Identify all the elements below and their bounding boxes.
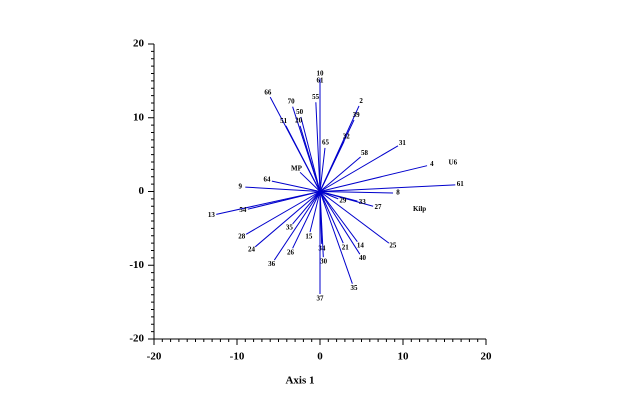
vector-label: 34 bbox=[318, 244, 326, 252]
vector bbox=[319, 191, 358, 242]
vector-label: 70 bbox=[288, 98, 296, 106]
vector-label: 14 bbox=[357, 241, 365, 249]
vector-label: 50 bbox=[296, 108, 304, 116]
vector bbox=[319, 184, 456, 192]
y-tick-label: -10 bbox=[129, 259, 144, 271]
vector-label: 61 bbox=[457, 180, 465, 188]
vector bbox=[319, 147, 326, 192]
vector-label: 2 bbox=[359, 97, 363, 105]
vector-label: 10 bbox=[317, 69, 325, 77]
x-tick-label: 10 bbox=[398, 351, 410, 363]
vector-label: 40 bbox=[359, 254, 367, 262]
vector bbox=[245, 186, 321, 192]
vector bbox=[247, 191, 321, 210]
vector-label: 8 bbox=[396, 189, 400, 197]
vector bbox=[319, 191, 361, 255]
vector bbox=[319, 191, 339, 200]
vector bbox=[299, 125, 321, 192]
vector-label: 24 bbox=[248, 246, 256, 254]
vector bbox=[319, 191, 390, 244]
vector bbox=[319, 191, 353, 284]
vector-label: 64 bbox=[263, 176, 271, 184]
vector-label: MP bbox=[291, 164, 303, 172]
vector-label: 35 bbox=[351, 284, 359, 292]
vector-label: 28 bbox=[238, 232, 246, 240]
y-tick-label: 20 bbox=[133, 38, 145, 50]
vector-label: 54 bbox=[239, 206, 247, 214]
vector-label: 35 bbox=[286, 223, 294, 231]
vector-label: 20 bbox=[295, 117, 303, 125]
y-tick-label: -20 bbox=[129, 333, 144, 345]
annotation: U6 bbox=[449, 158, 458, 166]
vector bbox=[245, 191, 321, 235]
vector-label: 31 bbox=[399, 139, 407, 147]
vector-label: 55 bbox=[312, 93, 320, 101]
vector bbox=[319, 156, 361, 192]
y-tick-label: 0 bbox=[139, 185, 145, 197]
vector bbox=[285, 125, 321, 192]
x-tick-label: 0 bbox=[317, 351, 323, 363]
vector-label: 9 bbox=[239, 182, 243, 190]
vector bbox=[319, 165, 428, 192]
vector-label: 30 bbox=[320, 258, 328, 266]
vector bbox=[319, 191, 394, 194]
vector bbox=[309, 191, 321, 233]
vector-label: 58 bbox=[361, 149, 369, 157]
vector-label: 37 bbox=[317, 295, 325, 303]
vector-label: 39 bbox=[353, 111, 361, 119]
y-tick-label: 10 bbox=[133, 111, 145, 123]
vector-label: 66 bbox=[264, 88, 272, 96]
vector bbox=[319, 145, 399, 192]
vector bbox=[299, 171, 321, 192]
x-tick-label: -10 bbox=[230, 351, 245, 363]
vector-label: 13 bbox=[208, 211, 216, 219]
vector-label: 26 bbox=[287, 248, 295, 256]
vector bbox=[300, 116, 321, 192]
vector bbox=[254, 191, 321, 248]
vector bbox=[271, 180, 321, 192]
vector-label: 51 bbox=[280, 117, 288, 125]
vector-label: 21 bbox=[342, 243, 350, 251]
vector bbox=[319, 191, 344, 244]
vector-label: 25 bbox=[389, 242, 397, 250]
vector-label: 4 bbox=[430, 160, 434, 168]
x-tick-label: 20 bbox=[481, 351, 493, 363]
vector bbox=[319, 191, 358, 202]
annotation: Kilp bbox=[413, 205, 426, 213]
vector-label: 29 bbox=[339, 196, 347, 204]
vector-label: 65 bbox=[322, 139, 330, 147]
vector-label: 27 bbox=[374, 203, 382, 211]
vector bbox=[315, 102, 321, 192]
vector bbox=[319, 191, 324, 258]
vector bbox=[319, 141, 345, 192]
x-tick-label: -20 bbox=[147, 351, 162, 363]
vector-label: 61 bbox=[317, 77, 325, 85]
vector-label: 36 bbox=[268, 260, 276, 268]
x-axis-label: Axis 1 bbox=[285, 375, 314, 387]
vector-label: 15 bbox=[305, 233, 313, 241]
vector-label: 33 bbox=[359, 198, 367, 206]
vector bbox=[292, 191, 321, 249]
vector bbox=[292, 191, 321, 225]
vector-label: 32 bbox=[343, 132, 351, 140]
vector bbox=[273, 191, 321, 261]
